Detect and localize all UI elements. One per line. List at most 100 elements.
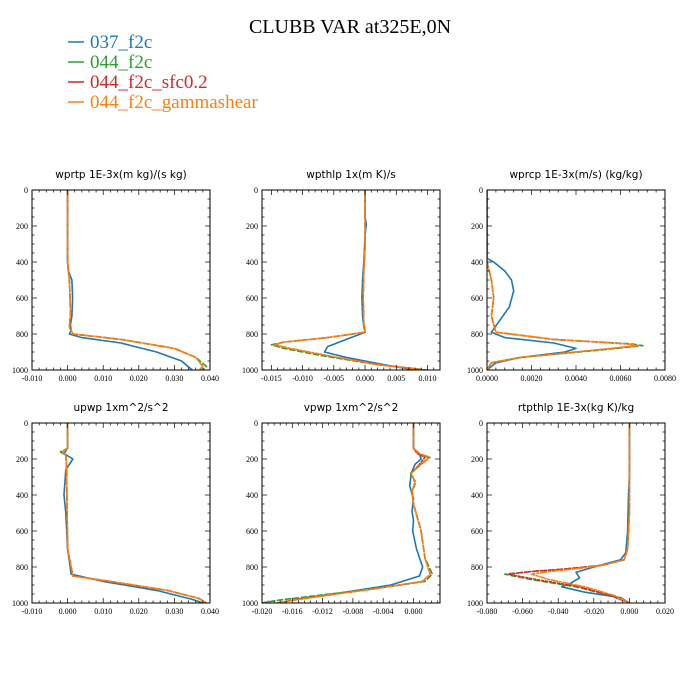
series-line [63, 423, 204, 603]
y-tick-label: 1000 [12, 599, 28, 608]
y-tick-label: 200 [471, 222, 483, 231]
x-tick-label: 0.000 [59, 607, 77, 616]
legend-label: 044_f2c_gammashear [90, 92, 258, 113]
legend: 037_f2c044_f2c044_f2c_sfc0.2044_f2c_gamm… [68, 32, 258, 113]
panel: upwp 1xm^2/s^2 -0.010 0.000 0.010 0.020 0.030… [12, 402, 219, 616]
legend-label: 037_f2c [90, 32, 152, 53]
y-tick-label: 800 [16, 563, 28, 572]
panel-title: upwp 1xm^2/s^2 [74, 402, 169, 414]
series-group [59, 423, 208, 603]
x-tick-label: -0.060 [512, 607, 533, 616]
y-tick-label: 400 [246, 258, 258, 267]
x-tick-label: 0.0060 [610, 374, 632, 383]
x-tick-label: 0.000 [620, 607, 638, 616]
x-tick-label: -0.008 [343, 607, 364, 616]
legend-entry: 044_f2c_sfc0.2 [68, 72, 208, 93]
x-tick-label: 0.0000 [476, 374, 498, 383]
y-tick-label: 400 [246, 491, 258, 500]
y-tick-label: 600 [16, 294, 28, 303]
x-tick-label: -0.004 [373, 607, 394, 616]
y-tick-label: 600 [471, 527, 483, 536]
series-line [273, 190, 426, 370]
x-tick-label: 0.010 [419, 374, 437, 383]
panel: rtpthlp 1E-3x(kg K)/kg -0.080 -0.060 -0.040… [467, 402, 674, 616]
series-line [66, 190, 193, 370]
x-tick-label: -0.010 [22, 607, 43, 616]
x-tick-label: -0.010 [292, 374, 313, 383]
x-tick-label: -0.040 [548, 607, 569, 616]
figure-title: CLUBB VAR at325E,0N [249, 16, 451, 38]
y-tick-label: 800 [471, 563, 483, 572]
series-line [66, 190, 204, 370]
panel-title: rtpthlp 1E-3x(kg K)/kg [518, 402, 634, 414]
y-tick-label: 400 [471, 258, 483, 267]
series-line [61, 423, 208, 603]
y-tick-label: 600 [246, 294, 258, 303]
panel: wprtp 1E-3x(m kg)/(s kg) -0.010 0.000 0.010… [12, 169, 219, 383]
y-tick-label: 400 [16, 258, 28, 267]
x-tick-label: 0.030 [165, 374, 183, 383]
x-tick-label: 0.020 [130, 607, 148, 616]
y-tick-label: 1000 [242, 599, 258, 608]
series-line [530, 423, 631, 603]
panel: wpthlp 1x(m K)/s -0.015 -0.010 -0.005 0.000 0… [242, 169, 441, 383]
x-tick-label: 0.0020 [521, 374, 543, 383]
panel-title: wprtp 1E-3x(m kg)/(s kg) [55, 169, 186, 181]
x-tick-label: 0.020 [656, 607, 674, 616]
panel-title: vpwp 1xm^2/s^2 [304, 402, 399, 414]
plot-frame [261, 189, 441, 371]
y-tick-label: 200 [246, 455, 258, 464]
x-tick-label: 0.000 [356, 374, 374, 383]
plot-frame [31, 422, 211, 604]
x-tick-label: -0.012 [312, 607, 333, 616]
y-tick-label: 200 [16, 222, 28, 231]
legend-label: 044_f2c [90, 52, 152, 73]
series-line [276, 423, 432, 603]
y-tick-label: 600 [471, 294, 483, 303]
series-line [503, 423, 631, 603]
legend-entry: 044_f2c_gammashear [68, 92, 258, 113]
y-tick-label: 1000 [467, 366, 483, 375]
x-tick-label: -0.080 [477, 607, 498, 616]
y-tick-label: 800 [246, 563, 258, 572]
panel: vpwp 1xm^2/s^2 -0.020 -0.016 -0.012 -0.008 -0… [242, 402, 441, 616]
plot-frame [261, 422, 441, 604]
series-line [262, 423, 434, 603]
x-tick-label: 0.040 [201, 374, 219, 383]
y-tick-label: 0 [254, 419, 258, 428]
panel-title: wpthlp 1x(m K)/s [306, 169, 396, 181]
y-tick-label: 600 [246, 527, 258, 536]
y-tick-label: 600 [16, 527, 28, 536]
y-tick-label: 400 [16, 491, 28, 500]
x-tick-label: -0.020 [583, 607, 604, 616]
y-tick-label: 0 [254, 186, 258, 195]
legend-entry: 037_f2c [68, 32, 152, 53]
series-line [487, 190, 640, 370]
series-line [270, 190, 429, 370]
y-tick-label: 1000 [467, 599, 483, 608]
x-tick-label: -0.010 [22, 374, 43, 383]
series-group [487, 190, 644, 370]
x-tick-label: 0.020 [130, 374, 148, 383]
x-tick-label: -0.015 [261, 374, 282, 383]
plot-frame [486, 189, 666, 371]
x-tick-label: 0.040 [201, 607, 219, 616]
y-tick-label: 800 [16, 330, 28, 339]
y-tick-label: 0 [24, 186, 28, 195]
series-line [276, 423, 432, 603]
y-tick-label: 1000 [242, 366, 258, 375]
legend-label: 044_f2c_sfc0.2 [90, 72, 208, 93]
y-tick-label: 0 [24, 419, 28, 428]
series-line [61, 423, 208, 603]
y-tick-label: 800 [471, 330, 483, 339]
y-tick-label: 0 [479, 419, 483, 428]
y-tick-label: 400 [471, 491, 483, 500]
x-tick-label: 0.000 [59, 374, 77, 383]
x-tick-label: -0.005 [323, 374, 344, 383]
series-line [276, 423, 424, 603]
panel-title: wprcp 1E-3x(m/s) (kg/kg) [509, 169, 642, 181]
x-tick-label: -0.016 [282, 607, 303, 616]
series-group [262, 423, 434, 603]
series-line [66, 190, 208, 370]
